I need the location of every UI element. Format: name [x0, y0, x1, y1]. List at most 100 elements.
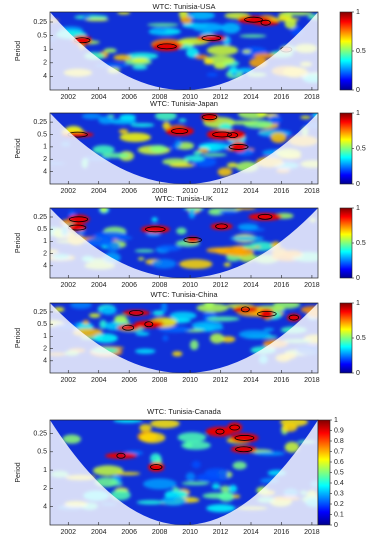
blob [81, 113, 102, 120]
y-axis-label: Period [15, 462, 22, 482]
contour [157, 43, 177, 50]
x-tick-label: 2014 [243, 188, 259, 195]
blob [70, 303, 92, 309]
blob [202, 153, 228, 157]
colorbar-tick-label: 0.6 [334, 459, 344, 466]
contour [235, 446, 253, 453]
y-tick-label: 0.25 [33, 19, 47, 26]
y-axis-label: Period [15, 41, 22, 61]
blob [109, 118, 137, 125]
contour [288, 314, 300, 321]
blob [242, 49, 252, 54]
blob [132, 65, 148, 70]
blob [254, 451, 285, 456]
blob [189, 339, 199, 351]
blob [281, 12, 313, 16]
blob [191, 460, 201, 469]
texture [50, 12, 318, 90]
colorbar-tick-label: 1 [356, 110, 360, 117]
blob [238, 329, 271, 339]
contour [257, 213, 273, 220]
blob [130, 57, 149, 63]
blob [100, 306, 117, 315]
contour [145, 226, 166, 233]
hot-blob [259, 308, 274, 320]
plot-frame [49, 207, 319, 279]
panel: WTC: Tunisia-Canada Period 0.25 0.5 1 2 4 2002 2… [15, 407, 344, 536]
blob [212, 326, 224, 331]
blob [220, 336, 236, 343]
hot-blob [248, 213, 282, 221]
contour [234, 435, 255, 441]
blob [81, 15, 91, 20]
x-tick-label: 2008 [152, 94, 168, 101]
blob [179, 259, 213, 270]
colorbar [339, 207, 353, 279]
x-tick-label: 2008 [152, 188, 168, 195]
blob [185, 472, 196, 482]
colorbar-tick-label: 0.8 [334, 438, 344, 445]
blob [227, 120, 259, 125]
blob [223, 262, 231, 267]
x-tick-label: 2016 [274, 94, 290, 101]
contour [244, 16, 263, 23]
x-tick-label: 2014 [243, 377, 259, 384]
panel-title: WTC: Tunisia-China [150, 290, 218, 299]
blob [151, 217, 158, 223]
blob [284, 441, 300, 453]
blob [196, 303, 229, 313]
colorbar-tick-label: 0.7 [334, 448, 344, 455]
blob [139, 432, 166, 444]
y-tick-label: 4 [43, 73, 47, 80]
blob [139, 423, 152, 432]
y-tick-label: 4 [43, 168, 47, 175]
blob [209, 333, 225, 344]
x-tick-label: 2010 [182, 94, 198, 101]
x-tick-label: 2018 [304, 188, 320, 195]
colorbar-tick-label: 0 [356, 275, 360, 282]
blob [242, 244, 257, 249]
x-tick-label: 2008 [152, 529, 168, 536]
blob [150, 27, 167, 34]
blob [235, 208, 256, 210]
y-tick-label: 0.5 [37, 449, 47, 456]
x-tick-label: 2004 [91, 377, 107, 384]
x-tick-label: 2002 [60, 94, 76, 101]
blob [143, 478, 177, 490]
y-tick-label: 0.5 [37, 131, 47, 138]
x-tick-label: 2014 [243, 94, 259, 101]
blob [151, 258, 177, 269]
x-tick-label: 2016 [274, 377, 290, 384]
x-tick-label: 2014 [243, 529, 259, 536]
contour [227, 132, 239, 139]
x-tick-label: 2010 [182, 282, 198, 289]
blob [192, 22, 224, 33]
blob [158, 326, 192, 333]
blob [257, 113, 267, 118]
x-tick-label: 2008 [152, 282, 168, 289]
colorbar-tick-label: 0.5 [356, 48, 366, 55]
hot-blob [122, 309, 151, 316]
blob [193, 150, 203, 156]
x-tick-label: 2010 [182, 529, 198, 536]
x-tick-label: 2016 [274, 188, 290, 195]
colorbar [339, 11, 353, 91]
contour [215, 428, 225, 435]
blob [114, 314, 128, 324]
hot-blob [233, 306, 258, 313]
cone-of-influence [50, 303, 318, 373]
contour [212, 131, 232, 138]
blob [169, 311, 197, 320]
blob [300, 115, 312, 120]
blob [206, 45, 239, 56]
blob [149, 145, 168, 153]
blob [100, 208, 108, 213]
x-tick-label: 2004 [91, 529, 107, 536]
blob [206, 316, 240, 322]
colorbar-tick-label: 0.1 [334, 511, 344, 518]
texture [50, 303, 318, 373]
x-tick-label: 2018 [304, 529, 320, 536]
hot-blob [105, 452, 137, 459]
x-tick-label: 2010 [182, 188, 198, 195]
blob [161, 496, 187, 506]
